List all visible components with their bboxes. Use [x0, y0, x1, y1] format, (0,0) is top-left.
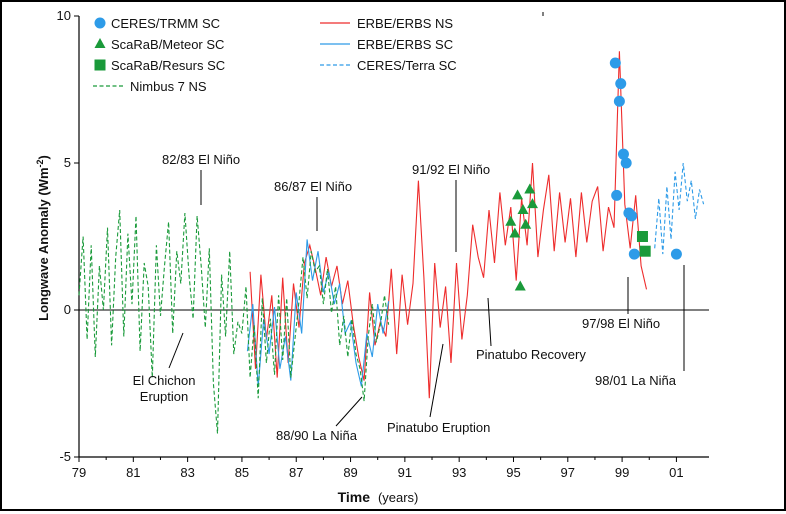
circle-point — [611, 189, 623, 201]
annotation-label: 82/83 El Niño — [162, 152, 240, 167]
annotation-pointer — [487, 297, 492, 347]
series-nimbus-7-ns — [78, 209, 390, 434]
legend-scarab-resurs-sc-swatch — [94, 59, 106, 71]
legend: CERES/TRMM SC ScaRaB/Meteor SC ScaRaB/Resu… — [93, 16, 457, 94]
x-tick-label: 93 — [452, 465, 466, 480]
series-ceres-terra-sc — [654, 162, 705, 255]
annotation-pointer — [429, 343, 444, 418]
triangle-point — [526, 198, 538, 209]
circle-point — [626, 210, 638, 222]
legend-nimbus-7-ns-label: Nimbus 7 NS — [130, 79, 207, 94]
triangle-point — [505, 215, 517, 226]
x-tick-label: 01 — [669, 465, 683, 480]
legend-ceres-trmm-sc-label: CERES/TRMM SC — [111, 16, 220, 31]
annotation-label: 91/92 El Niño — [412, 162, 490, 177]
annotation-label: Pinatubo Eruption — [387, 420, 490, 435]
x-tick-label: 89 — [343, 465, 357, 480]
legend-erbe-erbs-sc-label: ERBE/ERBS SC — [357, 37, 453, 52]
axes: 79 81 83 85 87 89 91 93 95 97 99 01 -5 0 5 10 — [57, 8, 709, 480]
annotation-label: 97/98 El Niño — [582, 316, 660, 331]
x-tick-label: 91 — [398, 465, 412, 480]
circle-point — [609, 57, 621, 69]
triangle-point — [517, 204, 529, 215]
x-tick-label: 95 — [506, 465, 520, 480]
x-axis-label: Time (years) — [338, 489, 419, 505]
legend-scarab-meteor-sc-label: ScaRaB/Meteor SC — [111, 37, 224, 52]
triangle-point — [512, 189, 524, 200]
circle-point — [620, 157, 632, 169]
circle-point — [613, 95, 625, 107]
legend-scarab-meteor-sc-swatch — [94, 38, 106, 48]
x-tick-label: 87 — [289, 465, 303, 480]
legend-ceres-trmm-sc-swatch — [94, 17, 106, 29]
y-tick-label: 0 — [64, 302, 71, 317]
annotation-label: 86/87 El Niño — [274, 179, 352, 194]
y-tick-label: 5 — [64, 155, 71, 170]
circle-point — [670, 248, 682, 260]
triangle-point — [520, 218, 532, 229]
x-tick-label: 99 — [615, 465, 629, 480]
annotation-label: 98/01 La Niña — [595, 373, 677, 388]
annotation-pointer — [168, 332, 184, 369]
x-tick-label: 83 — [180, 465, 194, 480]
circle-point — [628, 248, 640, 260]
series-erbe-erbs-ns — [249, 51, 648, 399]
legend-ceres-terra-sc-label: CERES/Terra SC — [357, 58, 457, 73]
y-tick-label: 10 — [57, 8, 71, 23]
plot-series — [78, 51, 705, 434]
annotation-label: 88/90 La Niña — [276, 428, 358, 443]
legend-scarab-resurs-sc-label: ScaRaB/Resurs SC — [111, 58, 225, 73]
triangle-point — [514, 280, 526, 291]
annotation-pointer — [335, 396, 363, 427]
x-tick-label: 97 — [561, 465, 575, 480]
circle-point — [615, 78, 627, 90]
legend-erbe-erbs-ns-label: ERBE/ERBS NS — [357, 16, 453, 31]
series-erbe-erbs-sc — [246, 239, 390, 387]
circle-point — [617, 148, 629, 160]
triangle-point — [509, 227, 521, 238]
x-tick-label: 85 — [235, 465, 249, 480]
annotation-label: El Chichon Eruption — [133, 373, 196, 404]
square-point — [636, 231, 648, 242]
annotations: 82/83 El Niño 86/87 El Niño 91/92 El Niño E… — [133, 152, 685, 443]
square-point — [639, 245, 651, 257]
x-tick-label: 81 — [126, 465, 140, 480]
triangle-point — [524, 183, 536, 194]
annotation-label: Pinatubo Recovery — [476, 347, 586, 362]
x-tick-label: 79 — [72, 465, 86, 480]
y-tick-label: -5 — [59, 449, 71, 464]
y-axis-label: Longwave Anomaly (Wm-2) — [35, 155, 51, 321]
